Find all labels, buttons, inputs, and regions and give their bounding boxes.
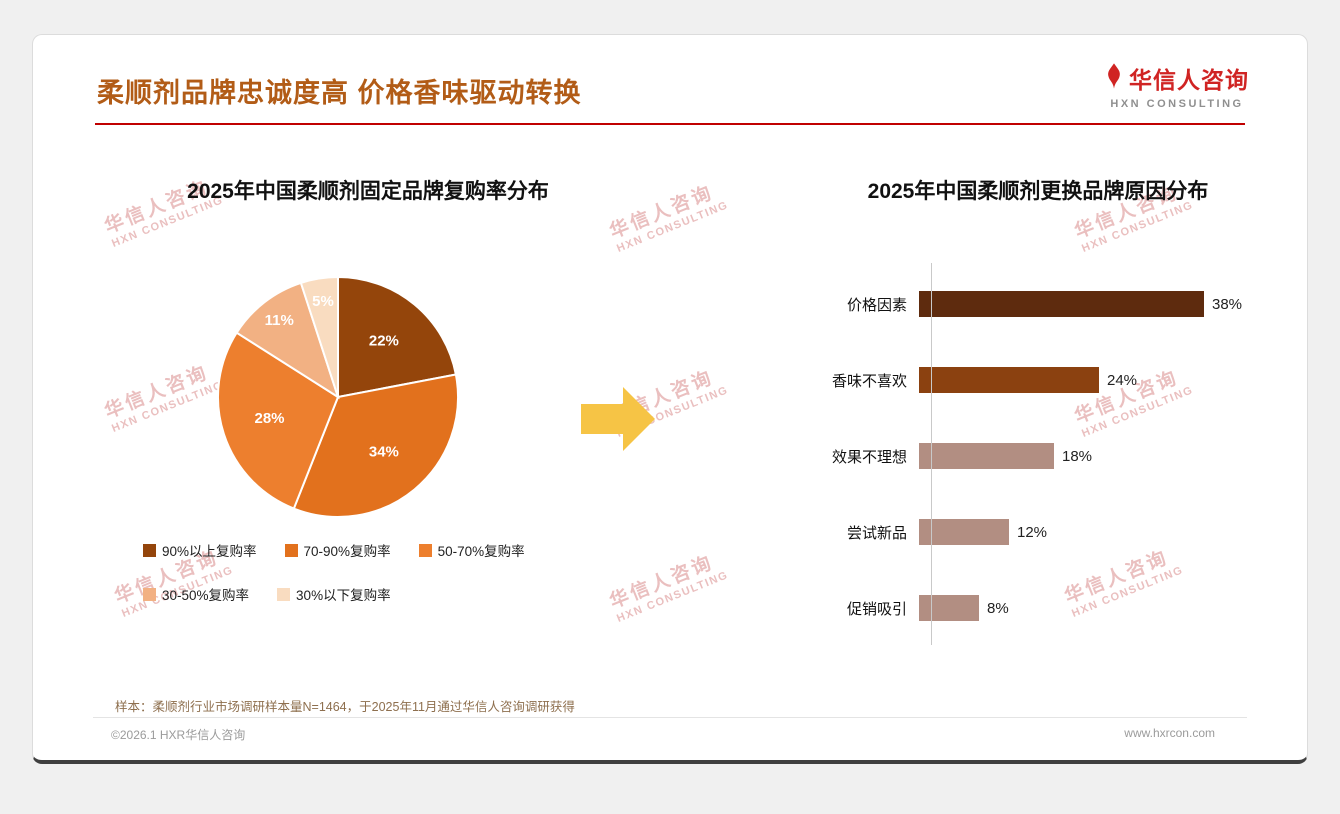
legend-item: 30-50%复购率 (143, 584, 249, 604)
bar-row: 价格因素 38% (799, 291, 1242, 317)
legend-item: 50-70%复购率 (418, 540, 525, 560)
bar-value-label: 12% (1017, 523, 1048, 541)
pie-value-label: 28% (254, 410, 284, 427)
bar-value-label: 38% (1212, 295, 1243, 313)
footer-divider (93, 717, 1247, 718)
watermark: 华信人咨询 HXN CONSULTING (606, 552, 731, 625)
legend-swatch (143, 587, 156, 601)
bar-value-label: 18% (1062, 447, 1093, 465)
sample-note: 样本：柔顺剂行业市场调研样本量N=1464，于2025年11月通过华信人咨询调研… (115, 700, 575, 714)
bar-category-label: 香味不喜欢 (831, 372, 907, 390)
bar (919, 443, 1054, 469)
brand-name: 华信人咨询 (1129, 67, 1249, 93)
pie-chart-title: 2025年中国柔顺剂固定品牌复购率分布 (187, 180, 549, 203)
bar (919, 519, 1009, 545)
pie-value-label: 5% (312, 293, 334, 310)
title-underline (95, 123, 1245, 125)
transition-arrow-icon (581, 387, 655, 456)
watermark: 华信人咨询 HXN CONSULTING (606, 182, 731, 255)
pie-legend: 90%以上复购率 70-90%复购率 50-70%复购率 30-50%复购率 30%以下… (143, 540, 623, 628)
pie-value-label: 34% (369, 443, 399, 460)
brand-subtitle: HXN CONSULTING (1110, 98, 1244, 110)
bar-row: 促销吸引 8% (799, 595, 1242, 621)
bar (919, 291, 1204, 317)
bar (919, 367, 1099, 393)
pie-slice-2 (217, 331, 340, 510)
legend-item: 70-90%复购率 (284, 540, 391, 560)
bar-chart-title: 2025年中国柔顺剂更换品牌原因分布 (867, 180, 1209, 203)
bar-row: 效果不理想 18% (799, 443, 1242, 469)
legend-swatch (418, 543, 432, 557)
pie-slice-0 (337, 275, 458, 399)
bar-row: 香味不喜欢 24% (799, 367, 1242, 393)
bar (919, 595, 979, 621)
legend-label: 30%以下复购率 (296, 588, 391, 603)
legend-swatch (143, 543, 156, 557)
legend-label: 50-70%复购率 (437, 544, 525, 559)
legend-item: 30%以下复购率 (277, 584, 391, 604)
bar-category-label: 效果不理想 (831, 448, 907, 466)
legend-label: 90%以上复购率 (162, 544, 257, 559)
page-title: 柔顺剂品牌忠诚度高 价格香味驱动转换 (97, 78, 582, 108)
bar-value-label: 8% (987, 599, 1009, 617)
bar-category-label: 尝试新品 (846, 524, 907, 542)
pie-value-label: 11% (265, 312, 294, 329)
bar-category-label: 促销吸引 (846, 600, 907, 618)
pie-value-label: 22% (369, 332, 399, 349)
pie-slice-3 (235, 281, 340, 400)
slide: 华信人咨询 HXN CONSULTING 华信人咨询 HXN CONSULTING 华信… (32, 34, 1308, 764)
bar-category-label: 价格因素 (846, 296, 907, 314)
brand-logo: 华信人咨询 HXN CONSULTING (1105, 61, 1249, 110)
bar-row: 尝试新品 12% (799, 519, 1242, 545)
watermark: 华信人咨询 HXN CONSULTING (101, 362, 226, 435)
pie-slice-1 (292, 373, 459, 518)
legend-swatch (277, 587, 291, 601)
pie-slice-4 (299, 275, 339, 398)
bar-chart: 价格因素 38% 香味不喜欢 24% 效果不理想 18% 尝试新品 12% 促销吸引 8% (799, 263, 1242, 671)
legend-item: 90%以上复购率 (143, 540, 257, 560)
legend-label: 70-90%复购率 (303, 544, 391, 559)
pie-chart: 22% 34% 28% 11% 5% (213, 272, 463, 522)
bar-value-label: 24% (1107, 371, 1138, 389)
legend-label: 30-50%复购率 (162, 588, 250, 603)
legend-swatch (284, 543, 298, 557)
website-link[interactable]: www.hxrcon.com (1124, 726, 1215, 740)
brand-flame-icon (1105, 62, 1123, 94)
copyright: ©2026.1 HXR华信人咨询 (111, 728, 246, 742)
